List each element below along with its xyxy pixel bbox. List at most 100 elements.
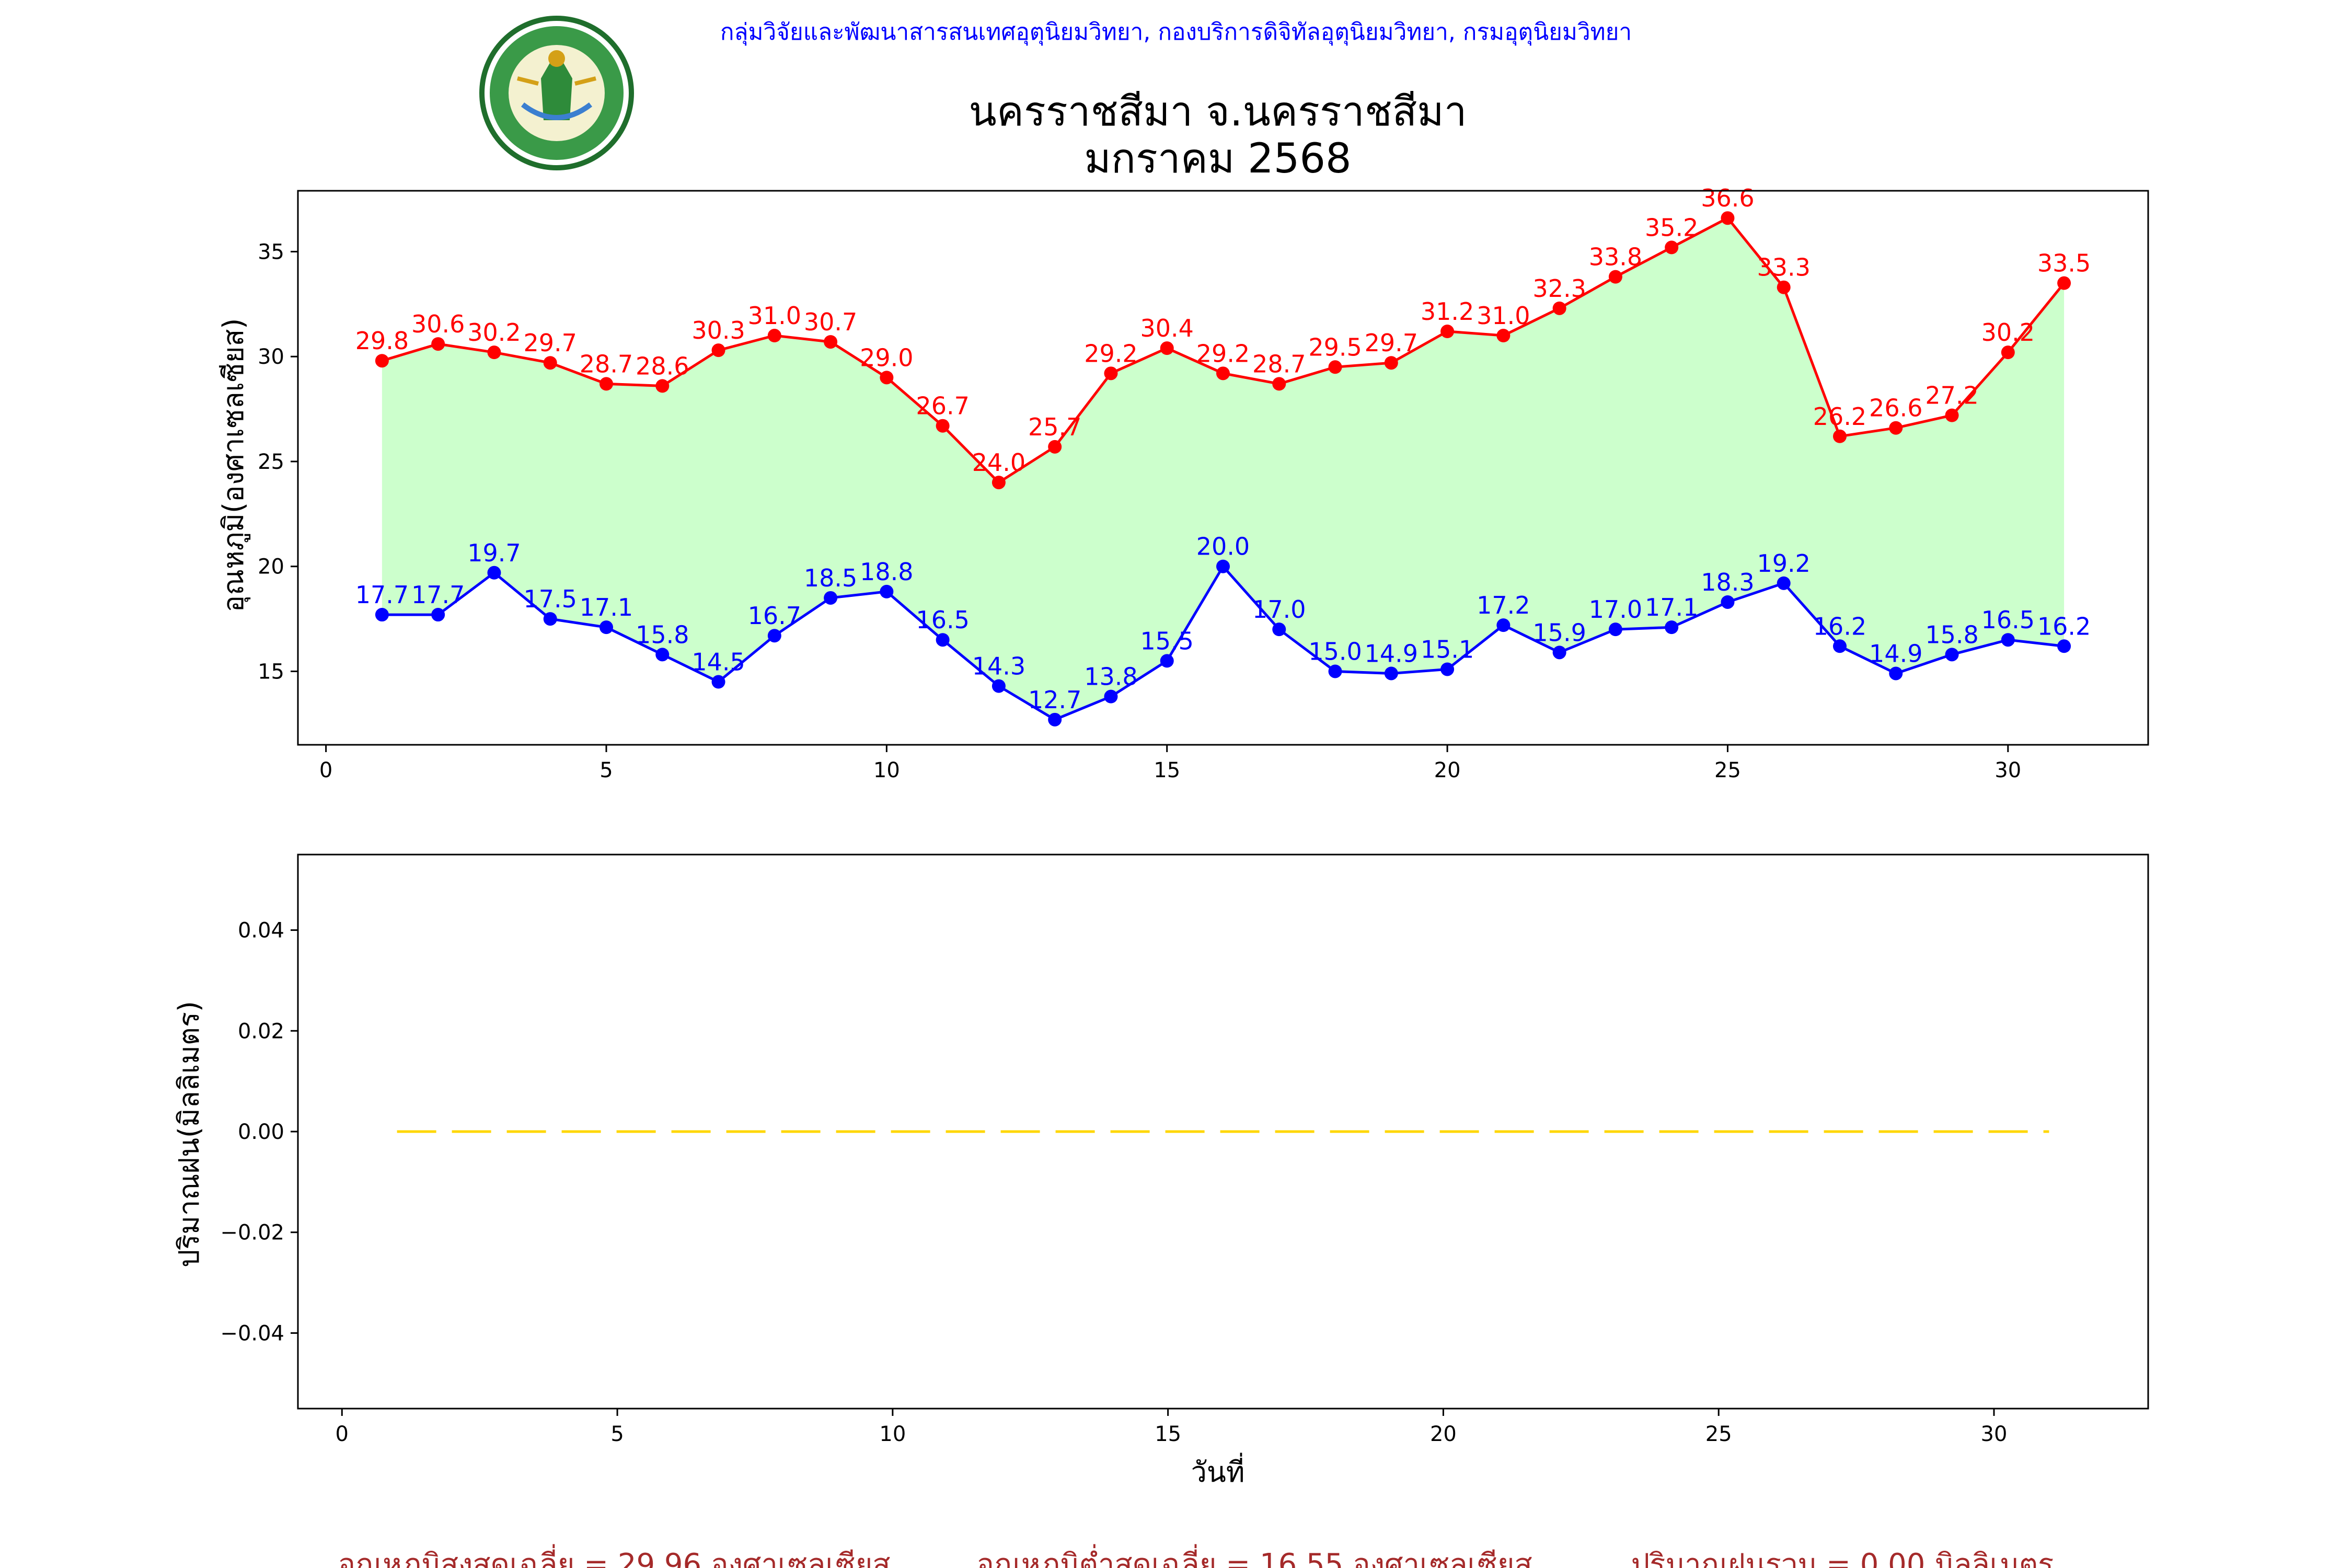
min-temperature-point xyxy=(1440,662,1455,676)
temperature-range-fill xyxy=(382,218,2065,720)
min-temperature-point xyxy=(1833,639,1847,653)
x-tick-label: 30 xyxy=(1981,1422,2008,1446)
department-header: กลุ่มวิจัยและพัฒนาสารสนเทศอุตุนิยมวิทยา,… xyxy=(720,19,1632,46)
min-temperature-point xyxy=(936,633,950,647)
max-temperature-label: 30.6 xyxy=(411,310,465,338)
max-temperature-point xyxy=(711,343,725,358)
min-temperature-point xyxy=(1328,664,1342,678)
min-temperature-point xyxy=(1945,648,1959,662)
max-temperature-label: 24.0 xyxy=(972,448,1025,477)
max-temperature-point xyxy=(1552,301,1566,315)
min-temperature-label: 17.1 xyxy=(580,593,633,621)
y-tick-label: −0.02 xyxy=(220,1221,284,1245)
min-temperature-label: 15.1 xyxy=(1421,635,1474,663)
min-temperature-label: 14.3 xyxy=(972,652,1025,681)
min-temperature-label: 19.2 xyxy=(1757,549,1811,578)
y-tick-label: 35 xyxy=(258,240,284,264)
temperature-axis-ticks: 0 5 10 15 20 25 30 15 20 25 30 35 xyxy=(258,240,2021,782)
max-temperature-label: 29.7 xyxy=(1365,329,1418,357)
y-tick-label: 15 xyxy=(258,660,284,684)
temperature-data-labels: 29.830.6 30.2 29.728.7 28.630.331.0 30.729.0… xyxy=(355,184,2091,714)
max-temperature-point xyxy=(1496,329,1511,343)
min-temperature-label: 15.8 xyxy=(636,620,689,649)
max-temperature-point xyxy=(2057,276,2071,290)
min-temperature-point xyxy=(991,679,1006,693)
max-temperature-label: 30.2 xyxy=(1981,318,2035,347)
max-temperature-label: 28.7 xyxy=(1252,350,1306,378)
max-temperature-point xyxy=(1777,280,1791,294)
max-temperature-point xyxy=(543,356,557,370)
min-temperature-point xyxy=(1048,712,1062,727)
min-temperature-point xyxy=(1552,645,1566,660)
min-temperature-label: 18.3 xyxy=(1701,568,1754,596)
max-temperature-point xyxy=(1384,356,1398,370)
min-temperature-point xyxy=(543,612,557,626)
x-tick-label: 15 xyxy=(1154,758,1180,782)
max-temperature-point xyxy=(1440,325,1455,339)
max-temperature-label: 31.2 xyxy=(1421,297,1474,326)
max-temperature-label: 30.4 xyxy=(1140,314,1194,342)
temperature-chart: 29.830.6 30.2 29.728.7 28.630.331.0 30.729.0… xyxy=(217,184,2149,782)
y-tick-label: 30 xyxy=(258,345,284,369)
min-temperature-point xyxy=(1104,689,1118,704)
min-temperature-label: 17.0 xyxy=(1589,595,1642,624)
summary-avg-min: อุณหภูมิต่ำสุดเฉลี่ย = 16.55 องศาเซลเซีย… xyxy=(976,1544,1532,1568)
summary-avg-max: อุณหภูมิสูงสุดเฉลี่ย = 29.96 องศาเซลเซีย… xyxy=(338,1544,890,1568)
max-temperature-label: 29.2 xyxy=(1084,339,1137,367)
max-temperature-point xyxy=(767,329,781,343)
min-temperature-point xyxy=(1608,622,1622,637)
max-temperature-label: 33.5 xyxy=(2037,249,2091,278)
chart-title-month: มกราคม 2568 xyxy=(1084,135,1351,182)
max-temperature-point xyxy=(1328,360,1342,374)
x-tick-label: 0 xyxy=(336,1422,349,1446)
min-temperature-point xyxy=(599,620,613,635)
min-temperature-label: 15.5 xyxy=(1140,627,1194,655)
x-tick-label: 0 xyxy=(319,758,332,782)
min-temperature-label: 14.5 xyxy=(691,648,745,676)
min-temperature-point xyxy=(880,584,894,598)
min-temperature-point xyxy=(1384,666,1398,681)
max-temperature-point xyxy=(1665,240,1679,255)
min-temperature-label: 15.8 xyxy=(1925,620,1978,649)
rainfall-y-axis-label: ปริมาณฝน(มิลลิเมตร) xyxy=(172,1001,205,1267)
max-temperature-point xyxy=(1833,429,1847,443)
max-temperature-point xyxy=(824,335,838,349)
max-temperature-label: 36.6 xyxy=(1701,184,1754,212)
temperature-series xyxy=(375,211,2071,727)
min-temperature-point xyxy=(2057,639,2071,653)
min-temperature-point xyxy=(824,591,838,605)
x-tick-label: 5 xyxy=(610,1422,624,1446)
min-temperature-label: 17.2 xyxy=(1477,591,1530,619)
min-temperature-label: 12.7 xyxy=(1028,686,1081,714)
min-temperature-label: 14.9 xyxy=(1365,639,1418,667)
chart-title-station: นครราชสีมา จ.นครราชสีมา xyxy=(969,88,1467,135)
x-tick-label: 15 xyxy=(1155,1422,1181,1446)
min-temperature-label: 15.0 xyxy=(1308,637,1362,665)
max-temperature-label: 29.5 xyxy=(1308,333,1362,361)
min-temperature-label: 13.8 xyxy=(1084,663,1137,691)
min-temperature-label: 20.0 xyxy=(1196,533,1250,561)
max-temperature-point xyxy=(1160,341,1174,355)
min-temperature-point xyxy=(1160,654,1174,668)
x-tick-label: 25 xyxy=(1705,1422,1732,1446)
min-temperature-point xyxy=(655,648,670,662)
min-temperature-point xyxy=(1777,576,1791,590)
max-temperature-point xyxy=(1104,366,1118,381)
min-temperature-point xyxy=(1496,618,1511,632)
min-temperature-label: 16.7 xyxy=(748,602,801,630)
min-temperature-label: 16.2 xyxy=(1813,612,1866,640)
max-temperature-point xyxy=(599,377,613,391)
rainfall-axis-ticks: 0 5 10 15 20 25 30 −0.04 −0.02 0.00 0.02 0.04 xyxy=(220,919,2007,1446)
max-temperature-point xyxy=(1608,270,1622,284)
max-temperature-point xyxy=(375,354,389,368)
min-temperature-point xyxy=(487,566,501,580)
meteorological-department-logo xyxy=(479,16,634,170)
min-temperature-label: 17.7 xyxy=(355,581,409,609)
max-temperature-label: 30.3 xyxy=(691,316,745,344)
max-temperature-point xyxy=(1721,211,1735,225)
x-tick-label: 25 xyxy=(1714,758,1741,782)
max-temperature-point xyxy=(880,371,894,385)
x-tick-label: 5 xyxy=(599,758,613,782)
min-temperature-label: 16.5 xyxy=(916,606,969,634)
